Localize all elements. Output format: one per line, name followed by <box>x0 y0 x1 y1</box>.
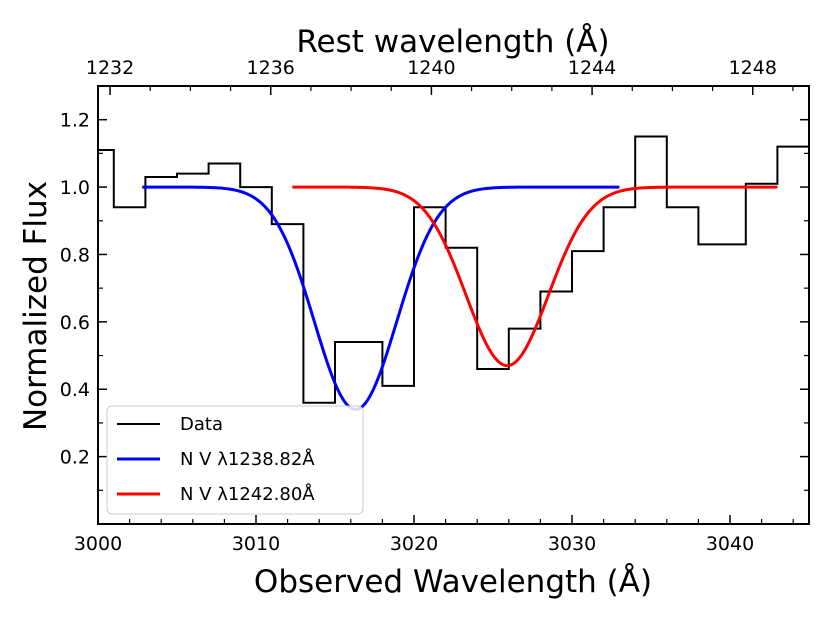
y-tick-label: 0.4 <box>60 379 90 401</box>
top-tick-label: 1244 <box>568 57 616 79</box>
legend-box <box>106 405 364 515</box>
x-tick-label: 3000 <box>74 533 122 555</box>
top-tick-label: 1232 <box>86 57 134 79</box>
top-tick-label: 1248 <box>729 57 777 79</box>
x-tick-label: 3030 <box>548 533 596 555</box>
y-tick-label: 0.2 <box>60 447 90 469</box>
y-tick-label: 1.0 <box>60 177 90 199</box>
plot-frame <box>97 85 810 525</box>
x-tick-label: 3020 <box>390 533 438 555</box>
series-data-step <box>98 135 809 404</box>
y-tick-label: 0.8 <box>60 244 90 266</box>
y-axis-title: Normalized Flux <box>18 181 54 431</box>
y-tick-label: 1.2 <box>60 110 90 132</box>
top-tick-label: 1240 <box>407 57 455 79</box>
legend-label-nv-1238: N V λ1238.82Å <box>180 448 315 470</box>
x-tick-label: 3040 <box>706 533 754 555</box>
legend-label-data: Data <box>180 414 223 435</box>
series-gaussian-2 <box>292 185 778 368</box>
y-tick-label: 0.6 <box>60 312 90 334</box>
x-axis-title: Observed Wavelength (Å) <box>254 564 652 600</box>
top-axis-title: Rest wavelength (Å) <box>296 24 609 60</box>
x-tick-label: 3010 <box>232 533 280 555</box>
legend: Data N V λ1238.82Å N V λ1242.80Å <box>106 405 364 515</box>
top-tick-label: 1236 <box>247 57 295 79</box>
legend-label-nv-1242: N V λ1242.80Å <box>180 483 315 505</box>
series-gaussian-1 <box>142 185 620 411</box>
